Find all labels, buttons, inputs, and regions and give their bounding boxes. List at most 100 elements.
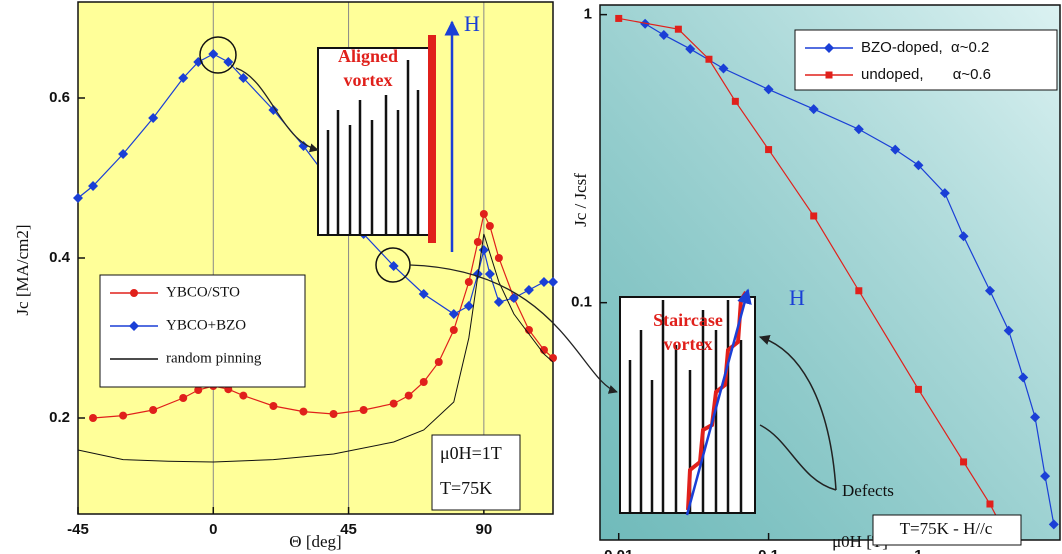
marker [194, 386, 203, 394]
marker [549, 354, 557, 362]
annotation: Aligned [338, 46, 398, 66]
annotation: T=75K [440, 478, 492, 498]
annotation: vortex [344, 70, 393, 90]
marker [268, 105, 279, 115]
staircase-defects [628, 300, 743, 513]
marker [548, 277, 558, 287]
marker [763, 84, 774, 95]
marker [1003, 325, 1014, 336]
plot-frame [77, 1, 554, 515]
marker [493, 297, 504, 307]
marker [359, 406, 368, 414]
annotation: μ0H=1T [440, 443, 502, 463]
marker [73, 193, 83, 203]
marker [615, 14, 623, 22]
marker [810, 212, 818, 220]
field-arrow [685, 288, 752, 516]
marker [485, 222, 494, 230]
y-tick-label: 0.2 [49, 409, 70, 426]
marker [148, 113, 159, 123]
annotation: Defects [842, 481, 894, 500]
marker [434, 358, 443, 366]
y-axis-label: Jc [MA/cm2] [13, 224, 32, 315]
marker [958, 231, 969, 242]
marker [939, 188, 950, 199]
marker [855, 287, 863, 295]
marker [239, 391, 248, 400]
x-tick-label: 0.1 [758, 547, 779, 554]
marker [238, 73, 249, 83]
marker [765, 146, 773, 154]
marker [298, 141, 309, 151]
highlight-circle [199, 36, 237, 74]
marker [464, 278, 473, 286]
marker [329, 410, 338, 418]
marker [718, 63, 729, 74]
staircase-inset-box [619, 296, 756, 514]
legend-marker [129, 321, 139, 331]
y-tick-label: 0.4 [49, 249, 71, 266]
plot-frame [599, 4, 1061, 541]
marker [853, 124, 864, 135]
marker [463, 301, 474, 311]
aligned-defects [326, 60, 420, 235]
marker [419, 378, 428, 386]
marker [208, 49, 219, 59]
marker [88, 181, 99, 191]
legend-marker [824, 43, 834, 53]
legend-label: undoped, α~0.6 [861, 66, 991, 83]
legend-label: YBCO+BZO [166, 317, 246, 333]
marker [269, 402, 278, 410]
marker [89, 414, 98, 422]
marker [473, 238, 482, 246]
y-tick-label: 1 [584, 6, 592, 23]
x-tick-label: 90 [476, 521, 493, 538]
marker [1018, 372, 1029, 383]
x-tick-label: 1 [914, 547, 922, 554]
marker [494, 254, 503, 262]
marker [705, 55, 713, 63]
annotation: vortex [664, 334, 713, 354]
marker [479, 210, 488, 218]
marker [149, 406, 158, 414]
legend-box [794, 29, 1058, 91]
marker [448, 309, 459, 319]
x-tick-label: 0 [209, 521, 217, 538]
marker [914, 385, 922, 393]
annotation: Staircase [653, 310, 723, 330]
marker [538, 277, 549, 287]
marker [299, 407, 308, 416]
marker [388, 261, 399, 271]
pointer-arrow [235, 67, 319, 153]
backgrounds [78, 2, 1060, 540]
marker [984, 285, 995, 296]
x-tick-label: 0.01 [604, 547, 633, 554]
marker [960, 458, 968, 466]
marker [418, 289, 429, 299]
marker [223, 57, 234, 67]
marker [986, 500, 994, 508]
marker [484, 269, 495, 279]
x-tick-label: -45 [67, 521, 89, 538]
marker [179, 394, 188, 402]
annotation: H [464, 11, 480, 36]
y-tick-label: 0.1 [571, 294, 592, 311]
condition-box [431, 434, 521, 511]
marker [731, 97, 739, 105]
pointer-arrow [409, 264, 618, 394]
marker [674, 25, 682, 33]
condition-box [872, 514, 1022, 546]
marker [523, 285, 534, 295]
legend-label: YBCO/STO [166, 284, 240, 300]
x-axis-label: Θ [deg] [289, 532, 341, 551]
legend-label: BZO-doped, α~0.2 [861, 39, 989, 56]
marker [404, 391, 413, 400]
marker [1030, 412, 1041, 423]
marker [658, 29, 669, 40]
marker [508, 293, 519, 303]
marker [1048, 519, 1059, 530]
y-tick-label: 0.6 [49, 89, 70, 106]
legend-marker [825, 71, 833, 79]
marker [890, 144, 901, 155]
